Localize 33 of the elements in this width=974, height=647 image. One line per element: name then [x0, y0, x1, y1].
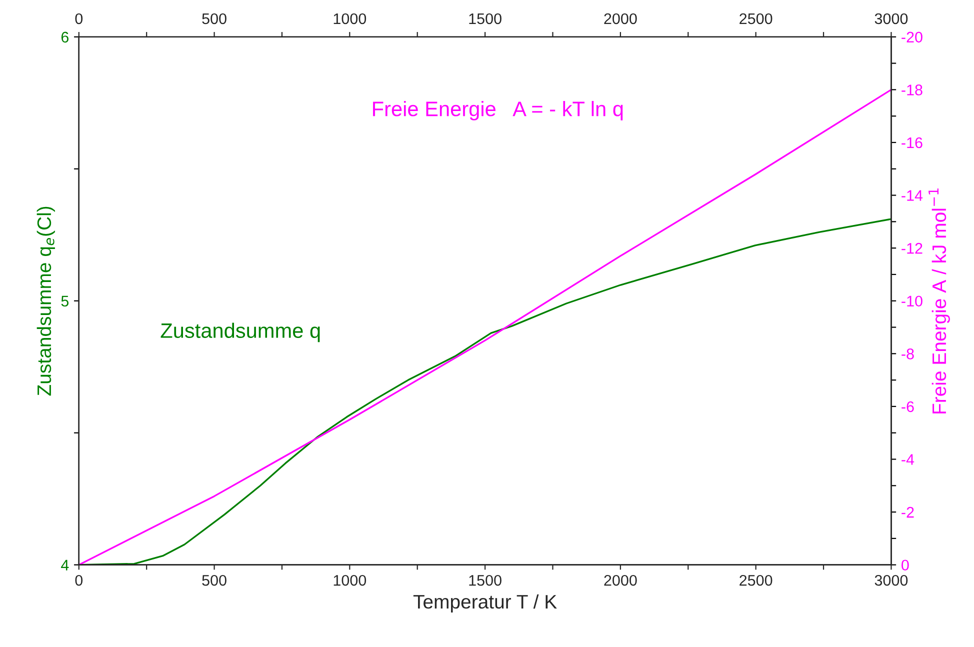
x-tick-label: 2000: [604, 574, 637, 586]
y-tick-label: 5: [61, 296, 69, 307]
y2-tick-label: -20: [902, 32, 922, 43]
y2-tick-label: -6: [902, 401, 914, 412]
y2-tick-label: -18: [902, 84, 922, 96]
x2-tick-label: 2000: [604, 13, 637, 24]
y2-tick-label: -12: [902, 242, 922, 254]
x-tick-label: 500: [202, 574, 226, 586]
y2-tick-label: 0: [902, 560, 909, 571]
y2-axis-title: Freie Energie A / kJ mol$^{−1}$: [928, 188, 950, 414]
y2-tick-label: -8: [902, 348, 914, 360]
x2-tick-label: 1500: [469, 13, 502, 24]
y-tick-label: 4: [61, 560, 69, 570]
y2-tick-label: -10: [902, 296, 922, 307]
text: Freie Energie A = - kT ln q: [373, 100, 623, 120]
x-tick-label: 0: [75, 574, 83, 586]
x-axis-title: Temperatur T / K: [413, 594, 557, 612]
x2-tick-label: 500: [202, 13, 226, 24]
y2-tick-label: -16: [902, 137, 922, 148]
x-tick-label: 1500: [469, 574, 502, 586]
x2-tick-label: 0: [75, 13, 83, 24]
text: Zustandsumme q: [160, 322, 320, 342]
x-tick-label: 2500: [740, 574, 772, 586]
y-tick-label: 6: [61, 32, 68, 43]
x-tick-label: 1000: [334, 574, 366, 586]
x-tick-label: 3000: [874, 574, 908, 586]
y2-tick-label: -14: [902, 190, 923, 201]
y2-tick-label: -4: [902, 454, 914, 465]
x2-tick-label: 3000: [874, 13, 908, 24]
x2-tick-label: 2500: [740, 13, 772, 24]
y2-tick-label: -2: [902, 506, 914, 518]
y-axis-title: Zustandsumme q$_{e}$(Cl): [36, 206, 55, 396]
x2-tick-label: 1000: [334, 13, 366, 24]
